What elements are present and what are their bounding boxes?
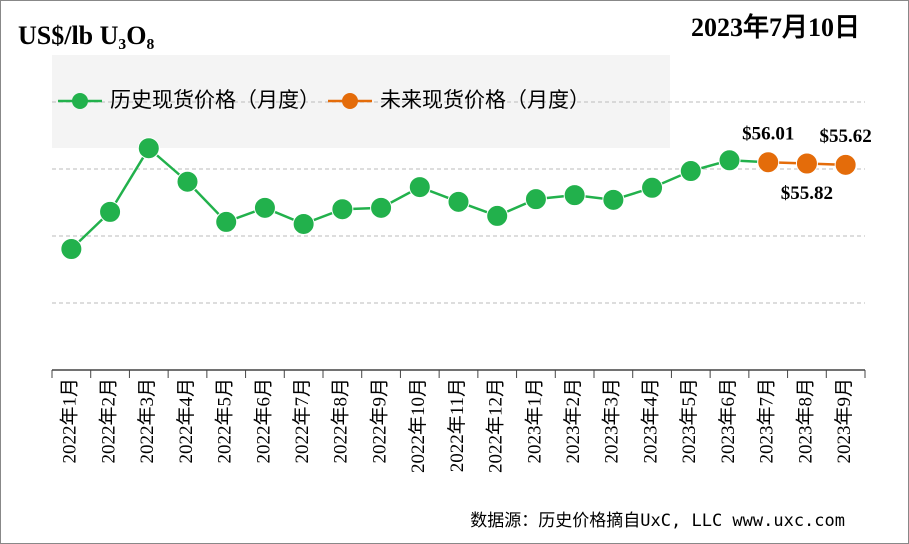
data-point [292, 212, 315, 235]
x-tick-label: 2022年2月 [97, 378, 119, 464]
data-point [253, 196, 276, 219]
x-tick-label: 2022年4月 [175, 378, 197, 464]
x-tick-label: 2022年1月 [59, 378, 81, 464]
x-tick-label: 2022年11月 [446, 378, 468, 472]
x-tick-label: 2022年12月 [485, 378, 507, 473]
data-point [176, 170, 199, 193]
x-tick-label: 2022年8月 [330, 378, 352, 464]
data-point [447, 190, 470, 213]
x-tick-label: 2023年2月 [562, 378, 584, 464]
x-tick-label: 2023年3月 [601, 378, 623, 464]
legend-marker [72, 93, 88, 109]
x-tick-label: 2023年5月 [678, 378, 700, 464]
x-tick-label: 2022年10月 [407, 378, 429, 473]
legend-label: 未来现货价格（月度） [380, 88, 590, 112]
data-label: $56.01 [742, 124, 794, 145]
x-tick-label: 2023年9月 [833, 378, 855, 464]
data-point [718, 149, 741, 172]
data-point [60, 237, 83, 260]
data-point [408, 176, 431, 199]
data-point [795, 152, 818, 175]
data-point [757, 151, 780, 174]
data-point [602, 188, 625, 211]
source-note: 数据源：历史价格摘自UxC, LLC www.uxc.com [470, 511, 845, 531]
data-point [641, 176, 664, 199]
data-point [137, 137, 160, 160]
data-point [331, 198, 354, 221]
x-tick-label: 2022年7月 [291, 378, 313, 464]
data-point [99, 200, 122, 223]
data-point [370, 196, 393, 219]
x-tick-label: 2022年9月 [368, 378, 390, 464]
data-point [679, 160, 702, 183]
data-point [486, 204, 509, 227]
data-point [834, 153, 857, 176]
data-point [563, 184, 586, 207]
x-tick-label: 2022年3月 [136, 378, 158, 464]
chart-title: US$/lb U₃O₈ [18, 21, 154, 50]
date-label: 2023年7月10日 [691, 12, 860, 42]
x-tick-label: 2023年4月 [639, 378, 661, 464]
data-label: $55.82 [781, 183, 833, 204]
data-point [524, 188, 547, 211]
data-point [215, 210, 238, 233]
x-tick-label: 2023年7月 [756, 378, 778, 464]
data-label: $55.62 [820, 126, 872, 147]
legend-marker [342, 93, 358, 109]
x-tick-label: 2023年1月 [523, 378, 545, 464]
legend-label: 历史现货价格（月度） [110, 88, 320, 112]
x-tick-label: 2022年6月 [252, 378, 274, 464]
x-tick-label: 2023年8月 [794, 378, 816, 464]
x-tick-label: 2023年6月 [717, 378, 739, 464]
x-tick-label: 2022年5月 [214, 378, 236, 464]
